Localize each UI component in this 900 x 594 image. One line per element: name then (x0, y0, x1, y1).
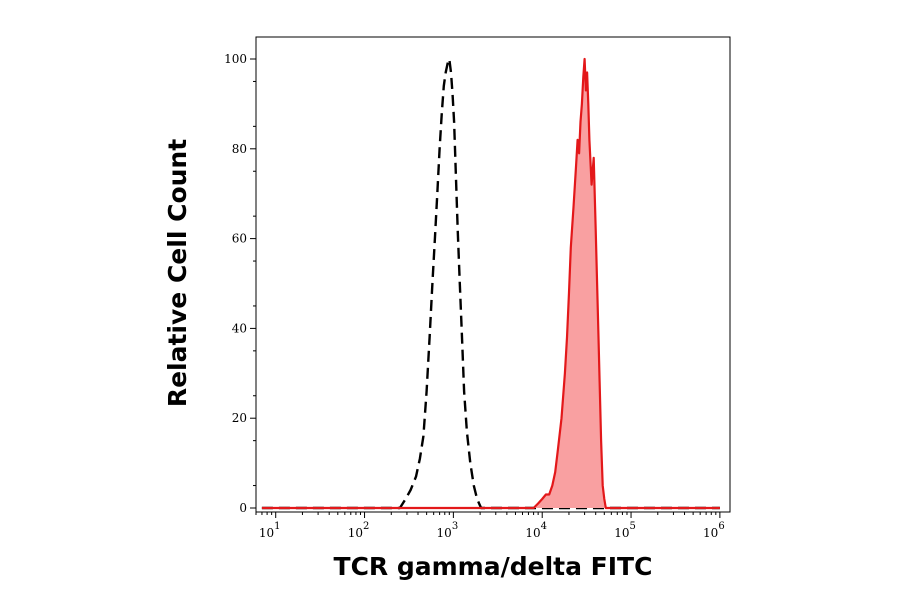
y-tick-label: 100 (224, 52, 247, 66)
x-tick-label: 105 (614, 521, 636, 540)
x-tick-label: 106 (703, 521, 725, 540)
series-1-area (261, 59, 720, 508)
x-tick-label: 104 (525, 521, 547, 540)
x-tick-label: 102 (348, 521, 370, 540)
series-0-line (261, 57, 720, 510)
y-tick-label: 0 (239, 501, 247, 515)
y-axis-title: Relative Cell Count (163, 139, 192, 407)
y-tick-label: 20 (232, 411, 247, 425)
y-tick-label: 40 (232, 321, 247, 335)
x-tick-label: 101 (259, 521, 281, 540)
y-tick-label: 60 (232, 232, 247, 246)
x-axis: 101 102 103 104 105 106 (255, 512, 725, 540)
chart-marks (261, 57, 720, 510)
x-tick-label: 103 (437, 521, 459, 540)
series-1-line (261, 57, 720, 510)
plot-frame (255, 36, 731, 513)
x-axis-title: TCR gamma/delta FITC (334, 552, 653, 581)
y-axis: 0 20 40 60 80 100 (224, 52, 256, 515)
y-tick-label: 80 (232, 142, 247, 156)
